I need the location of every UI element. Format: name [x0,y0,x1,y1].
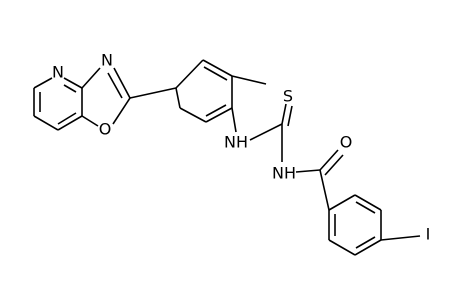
atom-label: NH [224,133,248,152]
atom-label: O [340,133,353,152]
atom-label: I [426,225,431,244]
atom-label: S [283,87,293,106]
atom-label: O [99,120,112,139]
bonds [33,59,421,256]
atom-label: N [52,63,64,82]
atom-label: NH [272,164,296,183]
atom-label: N [101,51,113,70]
